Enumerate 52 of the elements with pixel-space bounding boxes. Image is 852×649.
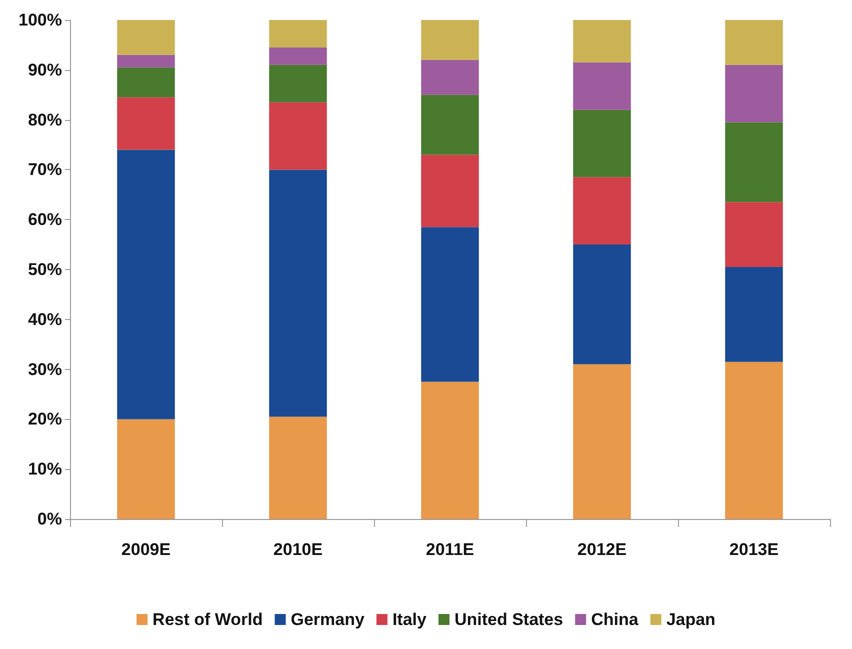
y-tick-label: 20% [28, 410, 62, 429]
legend-label: United States [454, 610, 564, 629]
bar [269, 102, 327, 170]
bar [573, 177, 631, 245]
y-tick-label: 50% [28, 260, 62, 279]
bar [117, 20, 175, 55]
y-tick-label: 70% [28, 160, 62, 180]
legend-label: China [591, 610, 639, 629]
y-tick-label: 10% [28, 460, 62, 479]
bar [725, 202, 783, 268]
bar [117, 54, 175, 68]
bar [421, 20, 479, 60]
bar [269, 47, 327, 65]
y-tick-label: 90% [28, 60, 62, 80]
y-tick-label: 30% [28, 360, 62, 379]
x-tick-label: 2012E [577, 540, 627, 559]
bar [421, 94, 479, 155]
y-tick-label: 100% [18, 10, 62, 30]
bar [269, 416, 327, 519]
bar [421, 154, 479, 228]
bar [573, 244, 631, 364]
y-tick-label: 80% [28, 110, 62, 130]
x-tick-label: 2009E [121, 540, 171, 559]
bar [573, 110, 631, 178]
legend-label: Japan [666, 610, 716, 629]
x-tick-label: 2013E [729, 540, 779, 559]
bar [117, 150, 175, 420]
bar [725, 64, 783, 122]
bar [421, 60, 479, 95]
legend-label: Rest of World [152, 610, 263, 629]
bar [573, 20, 631, 62]
bar [117, 419, 175, 519]
bar [725, 20, 783, 65]
bar [269, 20, 327, 48]
y-tick-label: 40% [28, 310, 62, 329]
bar [573, 364, 631, 519]
y-tick-label: 0% [37, 510, 62, 528]
legend-label: Italy [392, 610, 428, 629]
bar [725, 362, 783, 519]
bar [117, 67, 175, 98]
bar [573, 62, 631, 110]
x-tick-label: 2010E [273, 540, 323, 559]
bar [725, 122, 783, 202]
bar [725, 267, 783, 362]
bar [421, 382, 479, 519]
bar [117, 97, 175, 150]
bar [269, 170, 327, 417]
legend-label: Germany [290, 610, 365, 629]
bar [421, 227, 479, 382]
bar [269, 64, 327, 102]
x-tick-label: 2011E [426, 540, 474, 559]
y-tick-label: 60% [28, 210, 62, 230]
